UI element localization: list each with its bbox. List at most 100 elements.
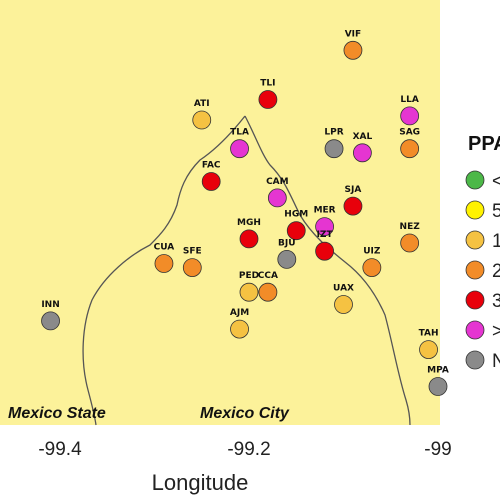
station-label: MER bbox=[314, 206, 336, 216]
station-marker bbox=[154, 254, 174, 273]
station-cam: CAM bbox=[266, 177, 289, 208]
station-marker bbox=[230, 139, 249, 159]
station-sja: SJA bbox=[343, 185, 363, 216]
station-izt: IZT bbox=[315, 230, 335, 261]
legend-entry: 5 bbox=[465, 200, 500, 222]
station-inn: INN bbox=[41, 300, 60, 331]
station-label: BJU bbox=[278, 238, 296, 248]
station-xal: XAL bbox=[352, 132, 373, 163]
x-tick-label: -99.2 bbox=[227, 439, 270, 460]
station-marker bbox=[343, 40, 363, 60]
station-label: CAM bbox=[266, 177, 289, 187]
station-marker bbox=[324, 139, 344, 159]
station-vif: VIF bbox=[343, 29, 363, 60]
legend-label: 3 bbox=[492, 291, 500, 312]
station-marker bbox=[400, 139, 420, 159]
legend-swatch bbox=[465, 260, 485, 280]
legend-swatch bbox=[465, 320, 485, 340]
legend-entry: 1 bbox=[465, 230, 500, 252]
station-label: HGM bbox=[284, 210, 308, 220]
station-marker bbox=[419, 340, 438, 360]
station-hgm: HGM bbox=[284, 210, 308, 241]
station-label: XAL bbox=[353, 132, 373, 142]
station-marker bbox=[258, 90, 278, 109]
station-label: UIZ bbox=[363, 247, 381, 257]
station-label: CUA bbox=[154, 243, 175, 253]
station-marker bbox=[239, 229, 259, 249]
station-label: CCA bbox=[258, 271, 278, 281]
station-marker bbox=[315, 241, 335, 261]
station-label: FAC bbox=[202, 161, 221, 171]
station-marker bbox=[201, 172, 221, 191]
station-marker bbox=[343, 196, 363, 216]
map-background bbox=[0, 0, 440, 425]
station-cca: CCA bbox=[258, 271, 278, 302]
mexico-city-border bbox=[82, 115, 411, 426]
station-lla: LLA bbox=[400, 95, 420, 126]
legend-entry: 2 bbox=[465, 260, 500, 282]
station-label: SJA bbox=[345, 185, 362, 195]
legend-swatch bbox=[465, 200, 485, 220]
x-tick-label: -99.4 bbox=[38, 439, 82, 460]
station-marker bbox=[41, 311, 60, 331]
station-tli: TLI bbox=[258, 79, 278, 109]
station-marker bbox=[362, 258, 382, 278]
legend-label: 5 bbox=[492, 201, 500, 222]
station-marker bbox=[428, 377, 448, 396]
station-tah: TAH bbox=[419, 329, 439, 360]
station-sag: SAG bbox=[399, 128, 420, 159]
legend: PPA <5 1 2 3 > N bbox=[465, 133, 500, 372]
legend-entry: > bbox=[465, 320, 500, 342]
station-mpa: MPA bbox=[427, 366, 449, 396]
station-marker bbox=[277, 249, 297, 269]
station-nez: NEZ bbox=[400, 222, 421, 253]
station-fac: FAC bbox=[201, 161, 221, 191]
station-label: MPA bbox=[427, 366, 449, 376]
legend-label: 1 bbox=[492, 231, 500, 252]
station-label: ATI bbox=[194, 99, 210, 109]
station-label: VIF bbox=[345, 29, 361, 39]
station-marker bbox=[267, 188, 287, 208]
station-marker bbox=[315, 217, 335, 237]
station-cua: CUA bbox=[154, 243, 175, 273]
station-marker bbox=[352, 143, 372, 163]
station-mer: MER bbox=[314, 206, 336, 237]
station-marker bbox=[334, 295, 353, 314]
station-label: TAH bbox=[419, 329, 439, 339]
station-sfe: SFE bbox=[182, 247, 202, 278]
legend-label: N bbox=[492, 351, 500, 372]
legend-label: 2 bbox=[492, 261, 500, 282]
station-label: SFE bbox=[183, 247, 202, 257]
legend-entry: < bbox=[465, 170, 500, 192]
legend-swatch bbox=[465, 170, 485, 190]
station-label: NEZ bbox=[400, 222, 421, 232]
station-label: AJM bbox=[230, 308, 249, 318]
station-uax: UAX bbox=[333, 284, 354, 314]
station-label: LLA bbox=[400, 95, 418, 105]
station-label: PED bbox=[239, 271, 259, 281]
legend-swatch bbox=[465, 290, 485, 310]
station-label: IZT bbox=[317, 230, 334, 240]
station-label: TLA bbox=[230, 128, 249, 138]
legend-swatch bbox=[465, 230, 485, 250]
station-label: LPR bbox=[324, 128, 343, 138]
station-bju: BJU bbox=[277, 238, 297, 269]
station-tla: TLA bbox=[230, 128, 249, 159]
x-tick-label: -99 bbox=[424, 439, 451, 460]
legend-swatch bbox=[465, 350, 485, 370]
region-label: Mexico City bbox=[200, 405, 290, 422]
legend-entry: N bbox=[465, 350, 500, 372]
x-axis-title: Longitude bbox=[152, 470, 249, 495]
region-label: Mexico State bbox=[8, 405, 106, 422]
legend-label: > bbox=[492, 321, 500, 342]
station-marker bbox=[286, 221, 306, 241]
station-label: INN bbox=[41, 300, 59, 310]
station-label: MGH bbox=[237, 218, 261, 228]
station-uiz: UIZ bbox=[362, 247, 382, 278]
station-ped: PED bbox=[239, 271, 259, 302]
station-marker bbox=[230, 319, 249, 339]
station-label: UAX bbox=[333, 284, 354, 294]
station-marker bbox=[239, 282, 259, 302]
station-marker bbox=[400, 233, 420, 253]
